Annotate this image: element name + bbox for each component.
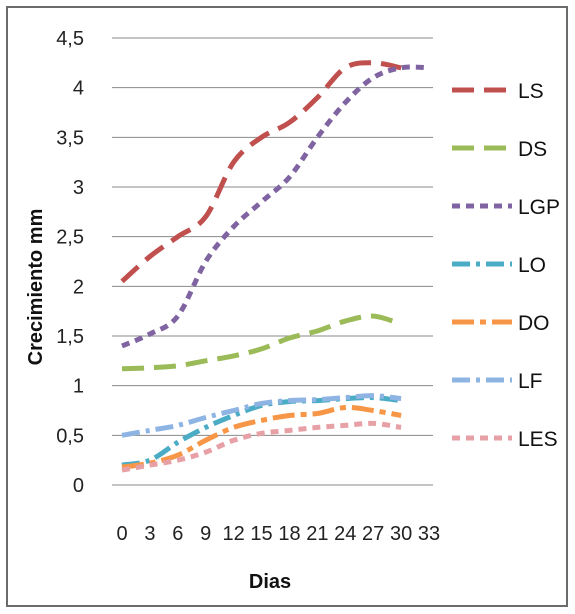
y-tick-label: 0	[73, 475, 84, 497]
legend-label-ds: DS	[518, 138, 547, 161]
x-tick-label: 27	[362, 523, 384, 545]
x-tick-label: 6	[172, 523, 183, 545]
y-tick-label: 4	[73, 78, 84, 100]
legend-label-ls: LS	[518, 80, 544, 103]
x-tick-label: 3	[144, 523, 155, 545]
y-tick-label: 2	[73, 276, 84, 298]
y-tick-label: 3,5	[56, 127, 84, 149]
gridlines	[112, 37, 433, 486]
x-tick-label: 30	[390, 523, 412, 545]
x-tick-label: 21	[306, 523, 328, 545]
series-line-lgp	[121, 64, 430, 349]
legend-label-lgp: LGP	[518, 196, 560, 219]
series-line-ds	[121, 313, 402, 372]
y-tick-label: 1	[73, 376, 84, 398]
legend: LS DS LGP LO DO LF LES	[452, 80, 560, 451]
chart-frame	[6, 6, 568, 607]
y-axis-title: Crecimiento mm	[25, 209, 47, 366]
y-tick-label: 1,5	[56, 326, 84, 348]
x-tick-label: 15	[250, 523, 272, 545]
legend-label-lo: LO	[518, 254, 546, 277]
x-tick-labels: 0 3 6 9 12 15 18 21 24 27 30 33	[116, 523, 440, 545]
series-line-ls	[120, 60, 402, 284]
y-tick-label: 2,5	[56, 227, 84, 249]
x-tick-label: 18	[278, 523, 300, 545]
series-line-lf	[121, 393, 402, 438]
legend-label-do: DO	[518, 312, 550, 335]
x-axis-title: Dias	[249, 571, 291, 593]
x-tick-label: 12	[223, 523, 245, 545]
x-tick-label: 24	[334, 523, 356, 545]
legend-label-lf: LF	[518, 370, 543, 393]
series-lines	[120, 60, 430, 473]
series-line-les	[121, 420, 402, 473]
x-tick-label: 33	[418, 523, 440, 545]
y-tick-label: 0,5	[56, 425, 84, 447]
series-line-do	[121, 404, 402, 470]
x-tick-label: 0	[116, 523, 127, 545]
legend-label-les: LES	[518, 428, 558, 451]
x-tick-label: 9	[200, 523, 211, 545]
y-tick-labels: 0 0,5 1 1,5 2 2,5 3 3,5 4 4,5	[56, 28, 84, 497]
y-tick-label: 4,5	[56, 28, 84, 50]
y-tick-label: 3	[73, 177, 84, 199]
